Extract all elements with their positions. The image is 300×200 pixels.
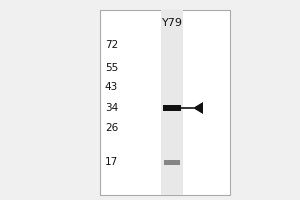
Text: 72: 72 [105,40,118,50]
Bar [164,160,180,164]
Text: 43: 43 [105,82,118,92]
Bar [161,10,183,195]
Bar [100,10,230,195]
Text: 55: 55 [105,63,118,73]
Text: Y79: Y79 [161,18,182,28]
Bar [163,105,181,111]
Text: 34: 34 [105,103,118,113]
Text: 17: 17 [105,157,118,167]
Text: 26: 26 [105,123,118,133]
Polygon shape [193,102,203,114]
